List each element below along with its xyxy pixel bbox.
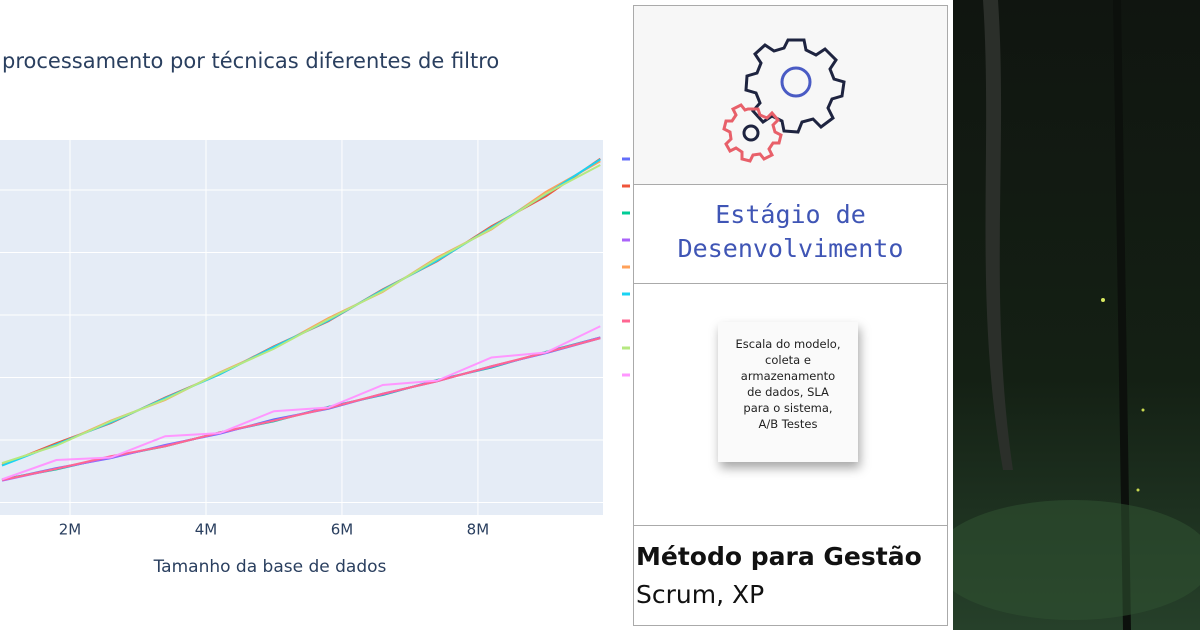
title-section: Estágio de Desenvolvimento — [634, 184, 947, 284]
x-axis-title: Tamanho da base de dados — [153, 557, 387, 577]
icon-section — [634, 6, 947, 185]
card-title-line: Estágio de — [715, 200, 866, 229]
x-tick-label: 8M — [467, 521, 490, 539]
plot-area — [0, 140, 603, 515]
note-line: armazenamento — [740, 369, 836, 383]
note-section: Escala do modelo, coleta e armazenamento… — [634, 285, 947, 526]
x-tick-label: 2M — [59, 521, 82, 539]
background-photo — [953, 0, 1200, 630]
note-line: de dados, SLA — [747, 385, 829, 399]
note-line: Escala do modelo, — [735, 337, 841, 351]
sticky-note: Escala do modelo, coleta e armazenamento… — [718, 322, 858, 462]
note-line: para o sistema, — [743, 401, 833, 415]
method-text: Scrum, XP — [636, 580, 765, 609]
method-section: Método para Gestão Scrum, XP — [636, 538, 922, 614]
method-title: Método para Gestão — [636, 542, 922, 571]
gears-icon — [722, 38, 846, 163]
x-tick-label: 6M — [331, 521, 354, 539]
x-tick-label: 4M — [195, 521, 218, 539]
series-line — [1, 164, 601, 465]
chart: processamento por técnicas diferentes de… — [0, 49, 630, 577]
note-line: coleta e — [765, 353, 811, 367]
series-line — [1, 325, 601, 481]
card-title-line: Desenvolvimento — [677, 234, 904, 263]
note-line: A/B Testes — [758, 417, 818, 431]
card: Estágio de Desenvolvimento Escala do mod… — [633, 5, 948, 626]
chart-title: processamento por técnicas diferentes de… — [2, 49, 499, 73]
